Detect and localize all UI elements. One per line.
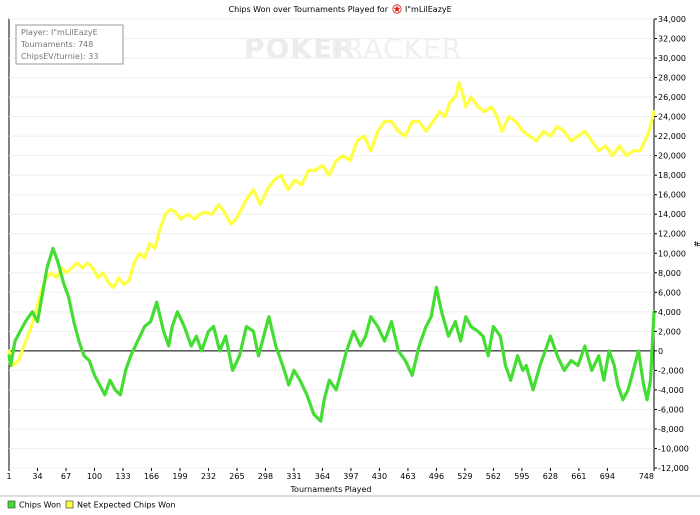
y-tick-label: 32,000 <box>658 35 686 44</box>
x-tick-label: 34 <box>32 472 42 481</box>
x-tick-label: 298 <box>258 472 273 481</box>
y-tick-label: 2,000 <box>658 327 681 336</box>
y-tick-label: 26,000 <box>658 93 686 102</box>
y-tick-label: 20,000 <box>658 152 686 161</box>
watermark-tracker: TRACKER <box>325 32 462 65</box>
series-line-chips-won <box>7 246 656 423</box>
legend-label-chips-won: Chips Won <box>19 501 61 510</box>
y-tick-label: 18,000 <box>658 171 686 180</box>
info-tournaments: Tournaments: 748 <box>20 40 93 49</box>
y-tick-label: -2,000 <box>658 366 684 375</box>
x-tick-label: 364 <box>315 472 330 481</box>
x-tick-label: 628 <box>543 472 558 481</box>
chart-title: Chips Won over Tournaments Played for I"… <box>229 4 452 14</box>
y-tick-label: 30,000 <box>658 54 686 63</box>
chart-title-text: Chips Won over Tournaments Played for <box>229 5 389 14</box>
x-axis-label: Tournaments Played <box>290 485 372 494</box>
x-tick-label: 265 <box>229 472 244 481</box>
y-tick-label: -12,000 <box>658 464 689 473</box>
x-axis: 1 34 67 100 133 166 199 232 265 298 331 364 397 430 46… <box>6 468 655 481</box>
x-tick-label: 463 <box>400 472 415 481</box>
info-box: Player: I"mLilEazyE Tournaments: 748 Chi… <box>15 24 124 65</box>
legend-label-net-expected-chips-won: Net Expected Chips Won <box>77 501 176 510</box>
x-tick-label: 199 <box>172 472 187 481</box>
x-tick-label: 397 <box>343 472 358 481</box>
x-tick-label: 100 <box>87 472 102 481</box>
chart-title-player: I"mLilEazyE <box>405 5 452 14</box>
y-tick-label: 6,000 <box>658 288 681 297</box>
legend-swatch-net-expected-chips-won <box>65 500 74 509</box>
y-axis: -12,000 -10,000 -8,000 -6,000 -4,000 -2,000 0 2… <box>654 15 689 473</box>
watermark: POKER TRACKER <box>244 32 462 65</box>
y-axis-label: # <box>692 241 700 248</box>
x-tick-label: 562 <box>486 472 501 481</box>
y-tick-label: 12,000 <box>658 230 686 239</box>
y-tick-label: 16,000 <box>658 191 686 200</box>
watermark-poker: POKER <box>244 32 356 65</box>
x-tick-label: 595 <box>514 472 529 481</box>
x-tick-label: 67 <box>61 472 71 481</box>
x-tick-label: 331 <box>286 472 301 481</box>
x-tick-label: 166 <box>144 472 159 481</box>
y-tick-label: 10,000 <box>658 249 686 258</box>
y-tick-label: 0 <box>658 347 663 356</box>
y-tick-label: -6,000 <box>658 405 684 414</box>
x-tick-label: 694 <box>600 472 615 481</box>
legend: Chips Won Net Expected Chips Won <box>0 495 700 515</box>
y-tick-label: 14,000 <box>658 210 686 219</box>
y-tick-label: -8,000 <box>658 425 684 434</box>
y-tick-label: -10,000 <box>658 444 689 453</box>
y-tick-label: 4,000 <box>658 308 681 317</box>
info-chips-ev: ChipsEV/turnie): 33 <box>21 52 98 61</box>
info-player: Player: I"mLilEazyE <box>21 28 98 37</box>
pokerstars-star-icon <box>392 4 402 14</box>
y-tick-label: -4,000 <box>658 386 684 395</box>
y-tick-label: 22,000 <box>658 132 686 141</box>
series-group <box>7 80 656 423</box>
x-tick-label: 661 <box>571 472 586 481</box>
legend-item-chips-won[interactable]: Chips Won <box>7 500 61 510</box>
y-tick-label: 24,000 <box>658 113 686 122</box>
plot-area: POKER TRACKER <box>7 18 656 469</box>
legend-swatch-chips-won <box>7 500 16 509</box>
series-line-net-expected-chips-won <box>7 80 656 368</box>
legend-item-net-expected-chips-won[interactable]: Net Expected Chips Won <box>65 500 176 510</box>
x-tick-label: 496 <box>429 472 444 481</box>
x-tick-label: 232 <box>201 472 216 481</box>
x-tick-label: 529 <box>457 472 472 481</box>
x-tick-label: 1 <box>6 472 11 481</box>
plot-frame <box>8 18 655 469</box>
y-tick-label: 28,000 <box>658 74 686 83</box>
x-tick-label: 748 <box>639 472 654 481</box>
y-tick-label: 34,000 <box>658 15 686 24</box>
x-tick-label: 430 <box>372 472 387 481</box>
y-tick-label: 8,000 <box>658 269 681 278</box>
x-tick-label: 133 <box>115 472 130 481</box>
